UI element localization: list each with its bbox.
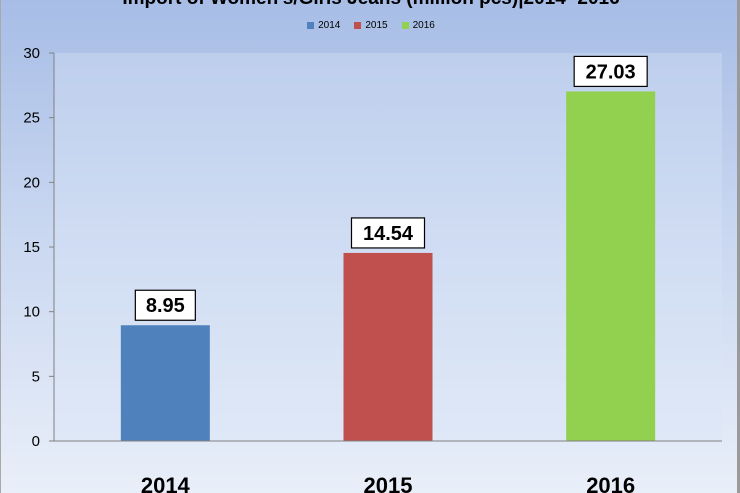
x-tick-label-2016: 2016: [586, 473, 635, 493]
y-tick-label-5: 5: [32, 368, 40, 385]
y-tick-label-10: 10: [23, 304, 40, 321]
y-tick-label-15: 15: [23, 239, 40, 256]
bar-2014: [120, 325, 210, 441]
data-label-box-2015: [350, 217, 426, 249]
data-label-box-2014: [134, 289, 196, 321]
data-label-box-2016: [573, 55, 648, 88]
legend: 2014 2015 2016: [1, 20, 740, 31]
bar-2016: [566, 91, 656, 442]
y-axis: 0 5 10 15 20 25 30: [23, 45, 54, 450]
y-tick-label-20: 20: [23, 174, 40, 191]
chart-title: Import of Women's/Girls Jeans (million p…: [1, 0, 740, 10]
x-tick-label-2014: 2014: [141, 473, 191, 493]
legend-swatch-2014: [307, 22, 315, 29]
legend-item-2014: 2014: [307, 20, 340, 31]
legend-swatch-2015: [354, 22, 362, 29]
legend-label-2016: 2016: [412, 20, 435, 31]
y-tick-label-30: 30: [23, 45, 40, 62]
data-label-2014: 8.95: [146, 295, 185, 317]
x-axis: 2014 2015 2016: [141, 473, 635, 493]
bar-2015: [343, 252, 433, 441]
legend-item-2016: 2016: [401, 20, 435, 31]
y-tick-label-25: 25: [23, 110, 40, 127]
data-label-2016: 27.03: [586, 61, 636, 83]
y-tick-label-0: 0: [32, 433, 40, 450]
data-label-2015: 14.54: [363, 223, 414, 245]
legend-label-2014: 2014: [318, 20, 341, 31]
legend-item-2015: 2015: [354, 20, 388, 31]
legend-label-2015: 2015: [365, 20, 388, 31]
x-tick-label-2015: 2015: [364, 473, 413, 493]
legend-swatch-2016: [401, 22, 409, 29]
bars: 8.95 14.54 27.03: [120, 55, 656, 442]
